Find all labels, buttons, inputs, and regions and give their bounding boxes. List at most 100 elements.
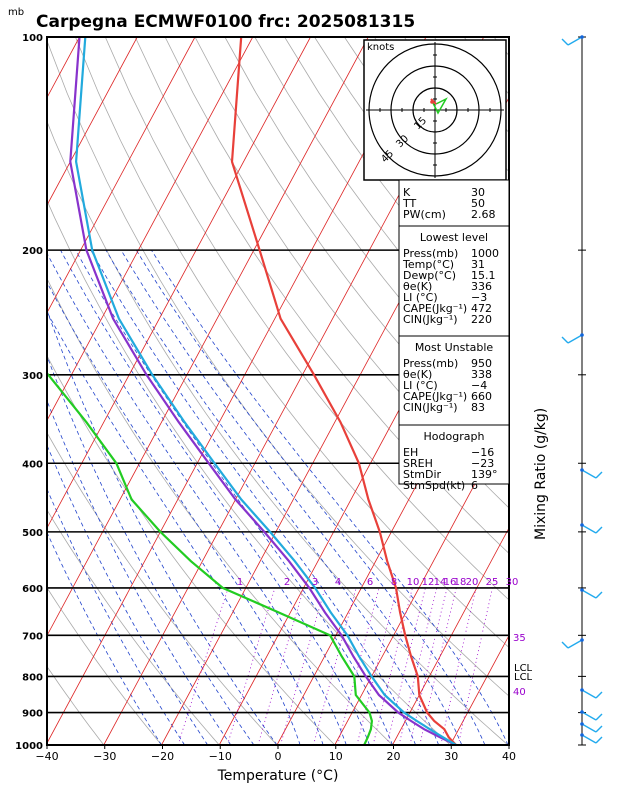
isotherm [47, 37, 369, 637]
lowest-level-key: θe(K) [403, 280, 432, 293]
pressure-label: 900 [22, 709, 43, 720]
wind-barb [595, 526, 603, 534]
temperature-tick-label: 30 [444, 750, 458, 763]
lowest-level-value: 1000 [471, 247, 499, 260]
dry-adiabat [47, 199, 451, 745]
moist-adiabat [47, 488, 185, 745]
wind-point [580, 638, 584, 642]
mixing-ratio-line [386, 587, 426, 745]
dry-adiabat [104, 37, 509, 601]
most-unstable-header: Most Unstable [415, 341, 494, 354]
wind-barb [561, 641, 569, 649]
mixing-ratio-line [419, 587, 457, 745]
lowest-level-key: Temp(°C) [402, 258, 454, 271]
lowest-level-header: Lowest level [420, 231, 488, 244]
wind-barb [581, 589, 597, 599]
pressure-label: 500 [22, 528, 43, 539]
dry-adiabat [47, 665, 105, 745]
pressure-label: 200 [22, 246, 43, 257]
moist-adiabat [135, 249, 486, 745]
dry-adiabat [194, 37, 509, 464]
dry-adiabat [47, 432, 278, 745]
mixing-ratio-axis-title: Mixing Ratio (g/kg) [533, 408, 549, 540]
mixing-ratio-label: 3 [312, 577, 318, 588]
index-value: 50 [471, 197, 485, 210]
mixing-ratio-label: 20 [466, 577, 479, 588]
dry-adiabat [614, 37, 618, 745]
isotherm [0, 37, 22, 745]
most-unstable-value: 660 [471, 390, 492, 403]
wind-barb [595, 713, 603, 721]
wind-barb [595, 591, 603, 599]
indices-panel: K 30 TT 50 PW(cm) 2.68 Lowest level Press(mb) 10… [398, 179, 510, 492]
wind-barb [595, 691, 603, 699]
hodograph-indices-key: SREH [403, 457, 433, 470]
pressure-label: 400 [22, 459, 43, 470]
mixing-ratio-line [372, 587, 413, 745]
dry-adiabat [134, 37, 509, 554]
lowest-level-value: 472 [471, 302, 492, 315]
dry-adiabat [47, 120, 509, 745]
mixing-ratio-label: 16 [444, 577, 457, 588]
pressure-label: 800 [22, 672, 43, 683]
most-unstable-key: CAPE(Jkg⁻¹) [403, 390, 467, 403]
moist-adiabat [151, 249, 509, 745]
dry-adiabat [47, 586, 162, 745]
unit-mb-label: mb [8, 7, 24, 18]
dry-adiabat [524, 37, 618, 745]
pressure-label: 600 [22, 584, 43, 595]
index-value: 2.68 [471, 208, 496, 221]
mixing-ratio-line [337, 587, 380, 745]
indices-frame [398, 179, 510, 485]
temperature-tick-label: −40 [35, 750, 58, 763]
isotherm [47, 37, 138, 206]
storm-motion-marker [430, 100, 434, 104]
x-axis-title: Temperature (°C) [217, 768, 339, 784]
mixing-ratio-line [177, 587, 229, 745]
wind-barb [581, 469, 597, 479]
wind-point [580, 523, 584, 527]
dewpoint-profile [47, 371, 374, 745]
index-value: 30 [471, 186, 485, 199]
wind-barb [581, 723, 597, 733]
temperature-tick-label: 20 [387, 750, 401, 763]
wind-barb [567, 639, 583, 649]
mixing-ratio-label: 12 [422, 577, 435, 588]
temperature-tick-label: 10 [329, 750, 343, 763]
wind-point [580, 733, 584, 737]
dry-adiabat [47, 355, 336, 745]
lowest-level-value: 336 [471, 280, 492, 293]
most-unstable-value: −4 [471, 379, 487, 392]
wind-point [580, 588, 584, 592]
mixing-ratio-label: 10 [407, 577, 420, 588]
mixing-ratio-line [458, 587, 493, 745]
pressure-axis-labels: 100 200 300 400 500 600 700 800 900 1000 [15, 33, 43, 752]
most-unstable-key: Press(mb) [403, 357, 458, 370]
mixing-ratio-line [356, 587, 398, 745]
mixing-ratio-label: 1 [237, 577, 243, 588]
hodograph-indices-value: −16 [471, 446, 494, 459]
isotherm [47, 37, 311, 529]
pressure-label: 100 [22, 33, 43, 44]
virtual-temp-profile [74, 37, 457, 745]
wind-point [580, 468, 584, 472]
wind-barb [567, 334, 583, 344]
mixing-ratio-label: 18 [454, 577, 467, 588]
isotherm [47, 37, 427, 744]
hodograph-indices-key: StmSpd(kt) [403, 479, 465, 492]
isotherm [47, 37, 196, 314]
wind-point [580, 688, 584, 692]
profile-lines [47, 37, 457, 745]
isotherm [566, 37, 618, 745]
most-unstable-value: 950 [471, 357, 492, 370]
hodograph-unit: knots [367, 42, 394, 53]
temperature-tick-label: −20 [151, 750, 174, 763]
lowest-level-key: Press(mb) [403, 247, 458, 260]
lowest-level-key: Dewp(°C) [403, 269, 456, 282]
temperature-profile [230, 37, 457, 745]
isotherm [334, 419, 509, 745]
